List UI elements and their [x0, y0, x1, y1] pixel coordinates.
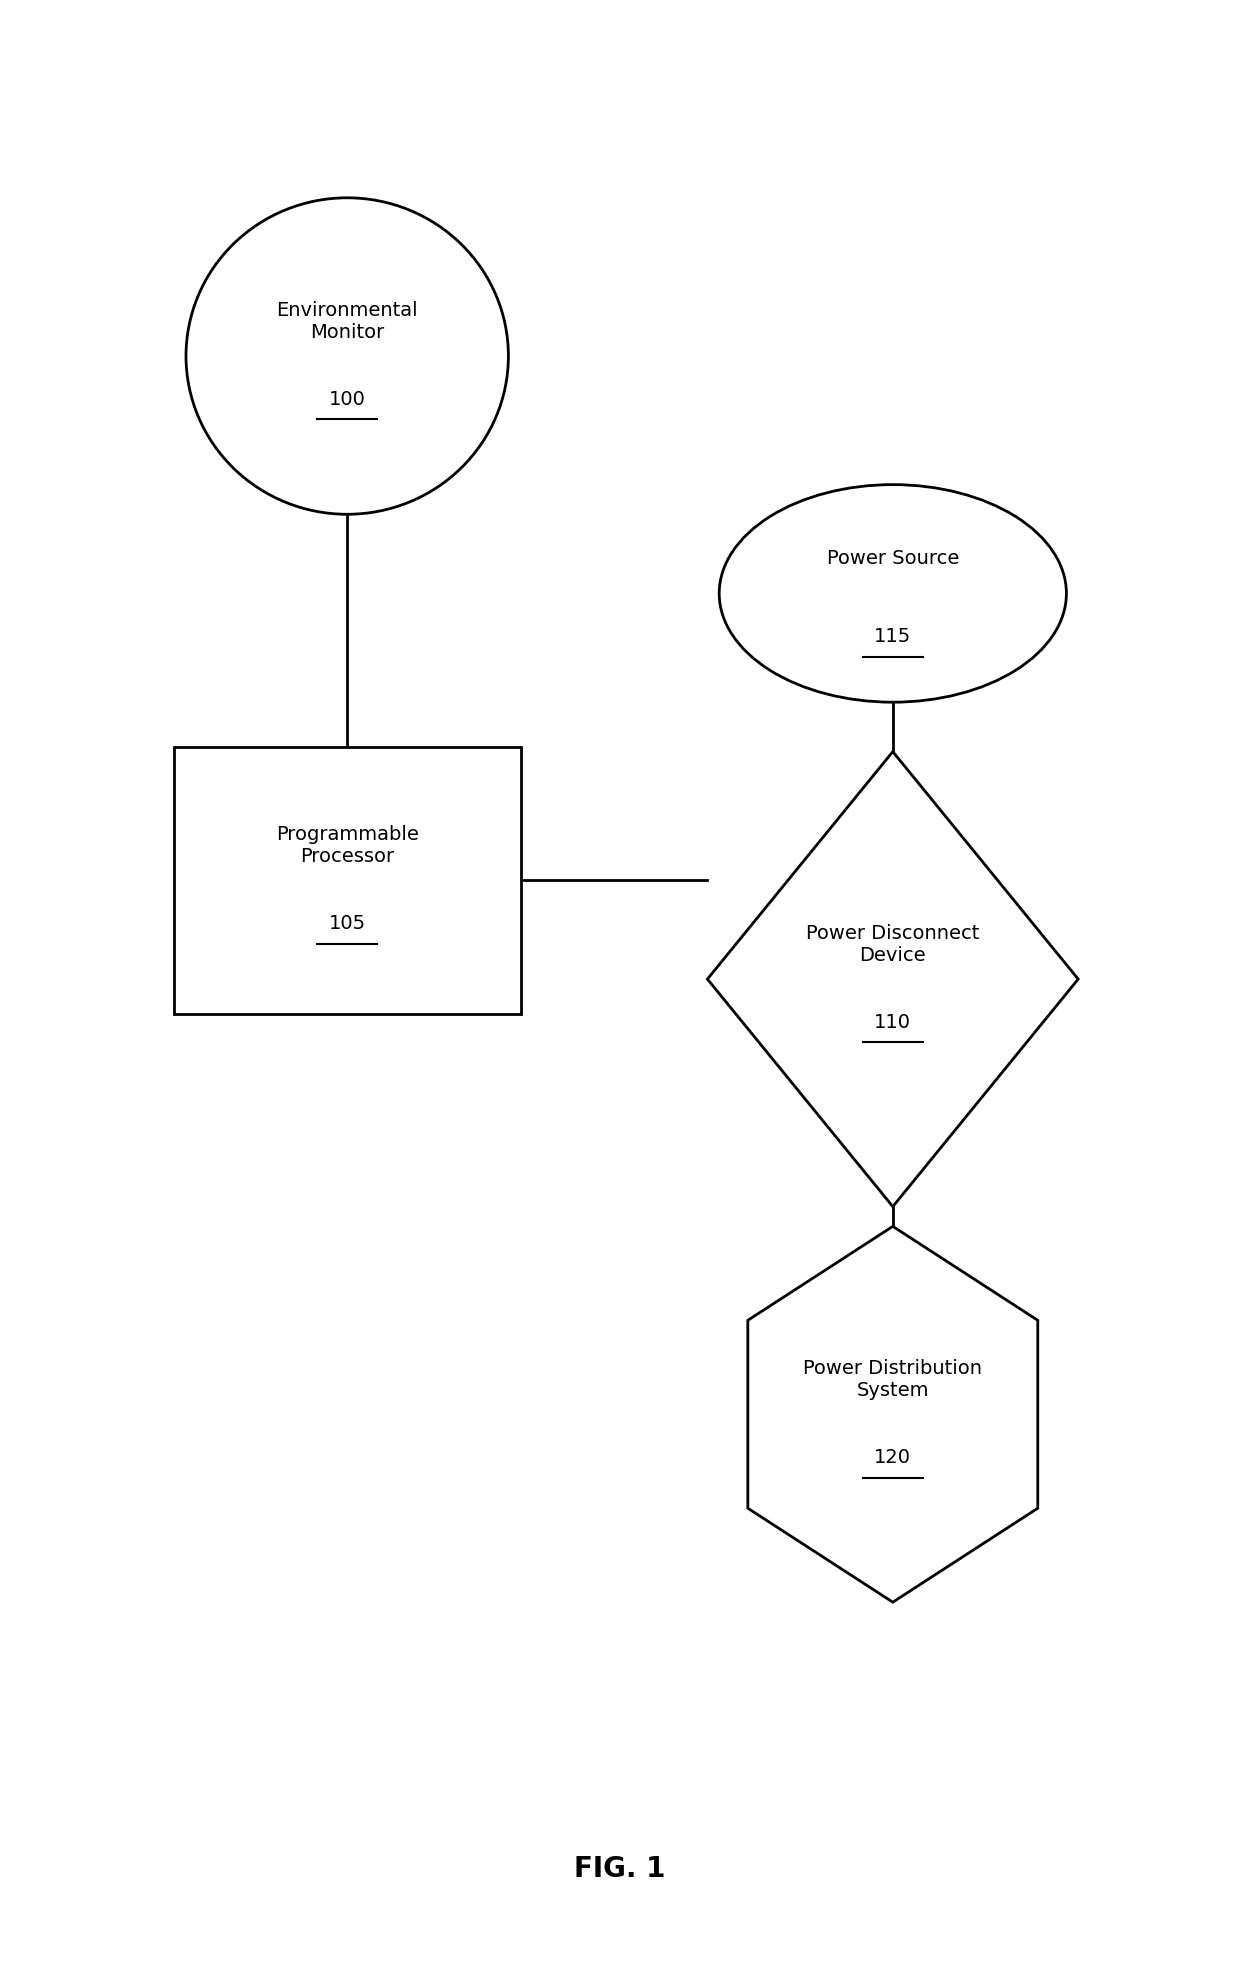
FancyBboxPatch shape: [174, 746, 521, 1013]
Text: 100: 100: [329, 390, 366, 409]
Ellipse shape: [186, 198, 508, 514]
Text: 110: 110: [874, 1013, 911, 1033]
Ellipse shape: [719, 485, 1066, 702]
Polygon shape: [748, 1226, 1038, 1602]
Text: 105: 105: [329, 914, 366, 934]
Text: Power Distribution
System: Power Distribution System: [804, 1359, 982, 1422]
Text: Programmable
Processor: Programmable Processor: [275, 825, 419, 888]
Text: FIG. 1: FIG. 1: [574, 1855, 666, 1883]
Text: 115: 115: [874, 627, 911, 647]
Text: Environmental
Monitor: Environmental Monitor: [277, 301, 418, 364]
Polygon shape: [707, 752, 1078, 1207]
Text: Power Disconnect
Device: Power Disconnect Device: [806, 924, 980, 987]
Text: 120: 120: [874, 1448, 911, 1468]
Text: Power Source: Power Source: [827, 550, 959, 589]
